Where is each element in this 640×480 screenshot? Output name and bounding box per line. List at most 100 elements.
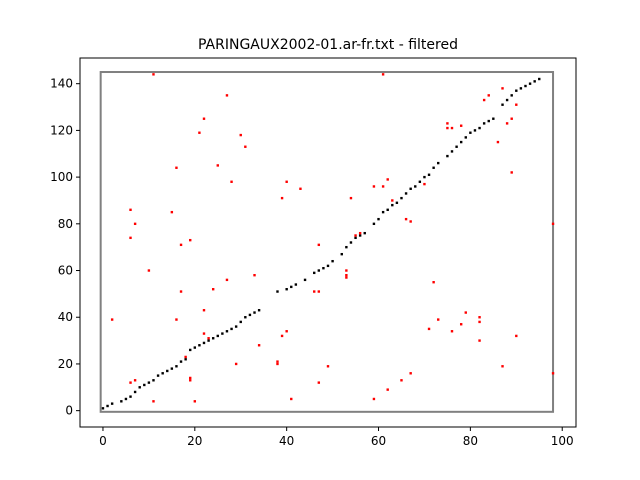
y-tick-label: 80 — [58, 217, 73, 231]
red-point — [133, 222, 137, 226]
black-point — [317, 269, 321, 272]
y-tick-label: 20 — [58, 357, 73, 371]
black-point — [120, 400, 123, 403]
red-point — [496, 140, 500, 144]
black-point — [234, 325, 238, 328]
black-point — [473, 129, 477, 132]
black-point — [331, 259, 334, 263]
black-point — [244, 316, 247, 319]
red-point — [184, 355, 187, 359]
red-point — [381, 185, 385, 188]
red-point — [129, 208, 132, 212]
black-point — [198, 344, 201, 347]
black-point — [395, 201, 399, 204]
x-tick-label: 40 — [279, 434, 294, 448]
red-point — [409, 220, 412, 223]
black-point — [147, 381, 151, 384]
black-point — [322, 266, 325, 270]
red-point — [345, 269, 348, 272]
red-point — [381, 73, 385, 76]
red-point — [317, 381, 321, 384]
black-point — [202, 341, 206, 345]
red-point — [450, 330, 454, 333]
red-point — [446, 126, 449, 130]
red-point — [386, 178, 389, 181]
black-point — [239, 320, 242, 324]
black-point — [400, 196, 403, 200]
black-point — [528, 82, 532, 85]
red-point — [290, 397, 293, 401]
red-point — [423, 182, 426, 186]
x-tick-label: 60 — [371, 434, 386, 448]
black-point — [386, 208, 389, 212]
black-point — [276, 290, 279, 293]
black-point — [501, 103, 504, 106]
red-point — [129, 381, 132, 384]
black-point — [487, 119, 490, 123]
black-point — [391, 203, 394, 207]
red-point — [202, 332, 206, 335]
red-point — [400, 379, 403, 382]
red-point — [313, 290, 316, 293]
red-point — [179, 243, 183, 247]
y-tick-label: 60 — [58, 264, 73, 278]
y-tick-label: 40 — [58, 310, 73, 324]
red-point — [432, 281, 435, 284]
black-point — [143, 383, 146, 387]
frame-box — [99, 71, 555, 413]
red-point — [372, 185, 376, 188]
red-point — [189, 238, 192, 242]
black-point — [446, 154, 449, 158]
red-point — [510, 171, 513, 174]
red-point — [285, 180, 288, 183]
red-point — [193, 400, 197, 403]
red-point — [211, 288, 215, 291]
red-point — [391, 199, 394, 202]
red-point — [404, 217, 408, 221]
red-point — [253, 273, 256, 277]
black-point — [372, 222, 376, 226]
red-point — [386, 388, 389, 391]
black-point — [156, 374, 160, 377]
red-point — [175, 166, 178, 169]
red-point — [372, 397, 376, 401]
black-point — [179, 360, 183, 363]
black-point — [313, 271, 316, 275]
black-point — [257, 309, 261, 312]
black-point — [248, 313, 252, 317]
black-point — [166, 369, 169, 373]
red-point — [515, 103, 518, 106]
red-point — [478, 339, 481, 342]
black-point — [533, 80, 536, 83]
red-point — [349, 196, 353, 200]
red-point — [326, 365, 330, 368]
red-point — [345, 273, 348, 277]
black-point — [124, 397, 128, 401]
y-tick-label: 140 — [50, 77, 73, 91]
red-point — [501, 365, 504, 368]
red-point — [464, 311, 467, 314]
black-point — [207, 339, 210, 342]
x-tick-label: 80 — [463, 434, 478, 448]
red-point — [459, 323, 463, 326]
black-point — [450, 150, 454, 153]
red-point — [505, 122, 509, 125]
black-point — [505, 98, 509, 102]
black-point — [230, 327, 233, 331]
red-point — [110, 318, 114, 321]
red-point — [207, 337, 210, 340]
red-point — [501, 87, 504, 90]
red-point — [152, 73, 155, 76]
black-point — [175, 365, 178, 368]
red-point — [175, 318, 178, 321]
red-point — [147, 269, 151, 272]
black-point — [110, 402, 114, 405]
red-point — [478, 320, 481, 324]
black-point — [363, 231, 366, 235]
red-point — [198, 131, 201, 134]
red-point — [551, 372, 555, 375]
black-point — [189, 348, 192, 352]
red-point — [257, 344, 261, 347]
black-point — [253, 311, 256, 314]
